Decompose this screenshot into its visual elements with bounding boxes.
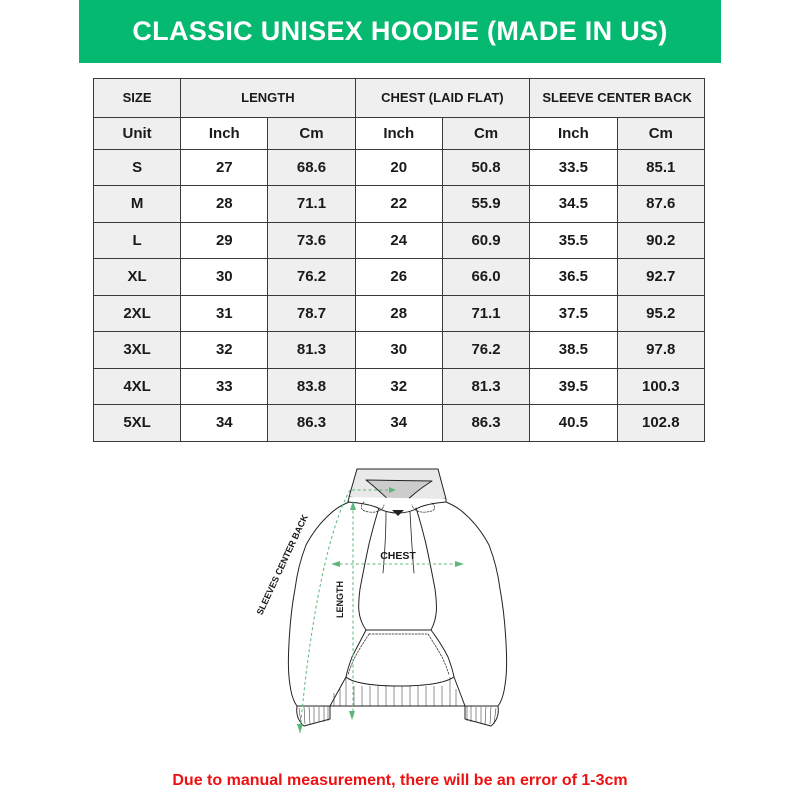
svg-text:SLEEVES CENTER BACK: SLEEVES CENTER BACK [255,513,311,617]
svg-text:CHEST: CHEST [380,550,416,562]
svg-text:LENGTH: LENGTH [335,581,345,618]
